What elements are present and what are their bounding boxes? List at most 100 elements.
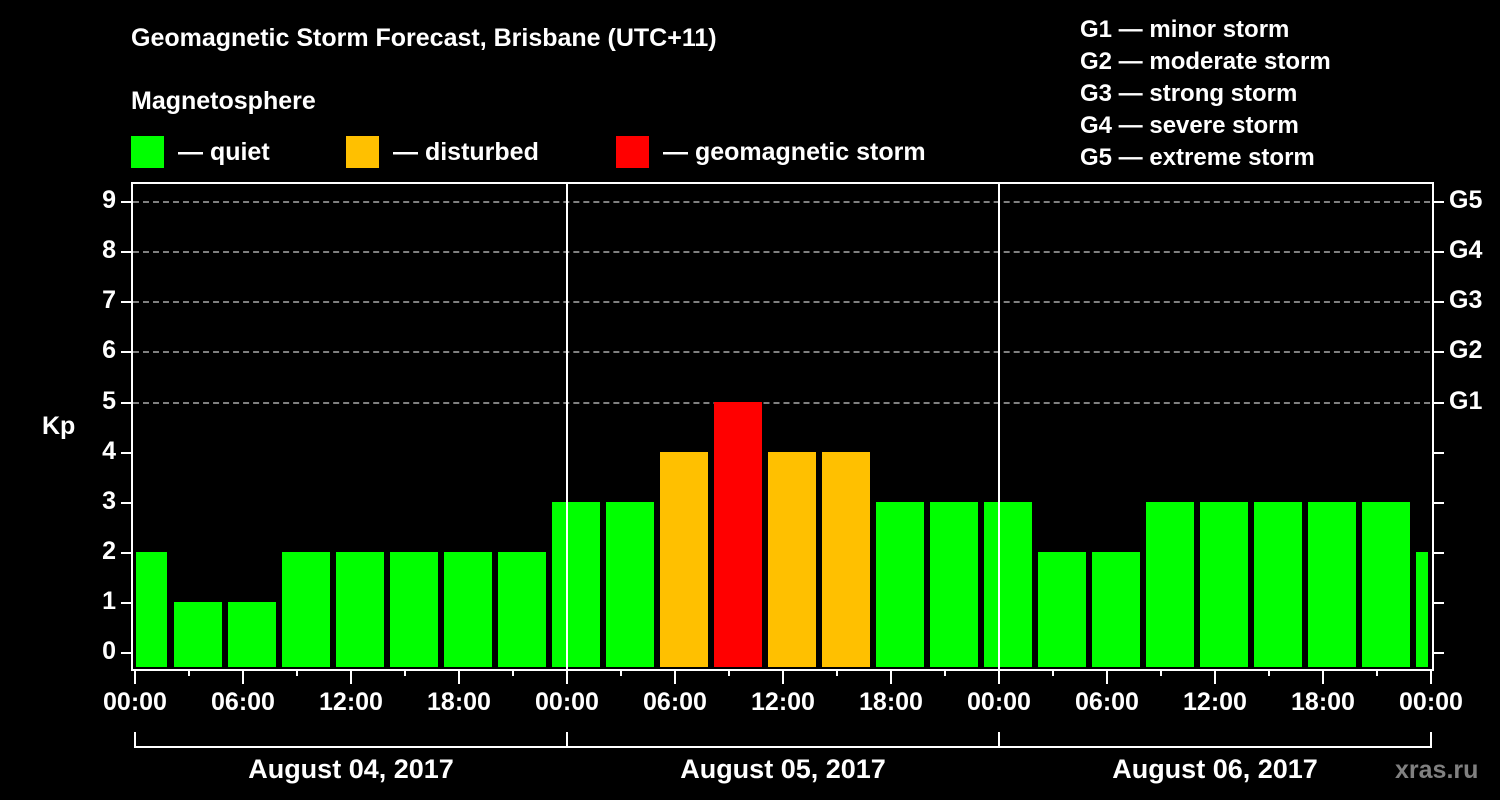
x-tick-major	[458, 669, 460, 684]
y-tick	[121, 601, 133, 604]
x-tick-label: 00:00	[1399, 688, 1463, 716]
day-label: August 06, 2017	[1112, 754, 1318, 784]
y-axis-label: Kp	[42, 412, 76, 440]
kp-bar	[1092, 551, 1140, 667]
x-tick-label: 18:00	[1291, 688, 1355, 716]
kp-bar	[984, 501, 1032, 667]
y-tick	[121, 652, 133, 654]
y-tick	[121, 451, 133, 454]
day-bracket-tick	[566, 732, 568, 748]
y-tick-label: 2	[102, 536, 116, 565]
x-tick-label: 06:00	[211, 688, 275, 716]
kp-bar	[228, 601, 276, 667]
legend-storm: — geomagnetic storm	[616, 136, 926, 168]
legend-label: — disturbed	[393, 137, 539, 166]
y-tick-right	[1432, 451, 1444, 454]
x-tick-major	[566, 669, 568, 684]
x-tick-minor	[188, 669, 190, 676]
x-tick-major	[890, 669, 892, 684]
g-scale-item: G2 — moderate storm	[1080, 48, 1331, 75]
y-tick-right	[1432, 401, 1444, 404]
y-tick-right	[1432, 301, 1444, 304]
kp-bar	[552, 501, 600, 667]
y-tick-label: 5	[102, 386, 116, 415]
kp-bar	[444, 551, 492, 667]
x-tick-label: 06:00	[643, 688, 707, 716]
chart-subtitle: Magnetosphere	[131, 87, 316, 115]
x-tick-major	[782, 669, 784, 684]
x-tick-label: 00:00	[535, 688, 599, 716]
x-tick-minor	[944, 669, 946, 676]
x-tick-minor	[1160, 669, 1162, 676]
x-tick-minor	[728, 669, 730, 676]
day-label: August 05, 2017	[680, 754, 886, 784]
g-scale-tick-label: G2	[1449, 336, 1483, 365]
y-tick-label: 9	[102, 186, 116, 215]
g-scale-tick-label: G3	[1449, 286, 1483, 315]
grid-line	[133, 301, 1430, 304]
kp-bar	[1200, 501, 1248, 667]
y-tick-label: 0	[102, 637, 116, 665]
g-scale-tick-label: G4	[1449, 236, 1483, 265]
x-tick-label: 12:00	[1183, 688, 1247, 716]
kp-bar	[336, 551, 384, 667]
y-tick	[121, 201, 133, 204]
x-tick-major	[1430, 669, 1432, 684]
y-tick	[121, 401, 133, 404]
x-tick-major	[134, 669, 136, 684]
y-tick-right	[1432, 551, 1444, 554]
kp-bar	[1416, 551, 1428, 667]
x-tick-major	[998, 669, 1000, 684]
legend-label: — quiet	[178, 137, 270, 166]
kp-bar	[606, 501, 654, 667]
legend-label: — geomagnetic storm	[663, 137, 926, 166]
x-tick-major	[242, 669, 244, 684]
g-scale-item: G3 — strong storm	[1080, 80, 1298, 107]
y-tick	[121, 251, 133, 254]
g-scale-tick-label: G1	[1449, 386, 1483, 415]
day-bracket-tick	[134, 732, 136, 748]
kp-bar	[1308, 501, 1356, 667]
x-tick-minor	[512, 669, 514, 676]
kp-bar	[1362, 501, 1410, 667]
kp-bar	[876, 501, 924, 667]
x-tick-label: 18:00	[427, 688, 491, 716]
x-tick-label: 06:00	[1075, 688, 1139, 716]
y-tick-right	[1432, 201, 1444, 204]
legend-swatch-storm	[616, 136, 649, 168]
kp-bar	[822, 451, 870, 667]
y-tick-label: 8	[102, 236, 116, 265]
x-tick-minor	[1376, 669, 1378, 676]
day-label: August 04, 2017	[248, 754, 454, 784]
y-tick-right	[1432, 501, 1444, 504]
x-tick-major	[1322, 669, 1324, 684]
grid-line	[133, 401, 1430, 404]
kp-bar	[714, 401, 762, 667]
y-tick-right	[1432, 601, 1444, 604]
kp-bar	[1146, 501, 1194, 667]
grid-line	[133, 351, 1430, 354]
g-scale-item: G4 — severe storm	[1080, 112, 1299, 139]
y-tick	[121, 551, 133, 554]
chart-title: Geomagnetic Storm Forecast, Brisbane (UT…	[131, 24, 717, 52]
g-scale-item: G1 — minor storm	[1080, 16, 1290, 43]
g-scale-tick-label: G5	[1449, 186, 1483, 215]
legend-quiet: — quiet	[131, 136, 270, 168]
x-tick-label: 18:00	[859, 688, 923, 716]
y-tick-label: 1	[102, 586, 116, 615]
y-tick	[121, 501, 133, 504]
legend-swatch-quiet	[131, 136, 164, 168]
kp-bar	[1038, 551, 1086, 667]
y-tick-label: 3	[102, 486, 116, 515]
y-tick-label: 7	[102, 286, 116, 315]
g-scale-legend: G1 — minor storm G2 — moderate storm G3 …	[1080, 14, 1331, 174]
x-tick-minor	[620, 669, 622, 676]
kp-bar	[768, 451, 816, 667]
grid-line	[133, 201, 1430, 204]
kp-bar	[136, 551, 167, 667]
x-tick-minor	[836, 669, 838, 676]
x-tick-minor	[1268, 669, 1270, 676]
x-tick-major	[1214, 669, 1216, 684]
watermark: xras.ru	[1395, 756, 1479, 784]
day-bracket-tick	[1430, 732, 1432, 748]
